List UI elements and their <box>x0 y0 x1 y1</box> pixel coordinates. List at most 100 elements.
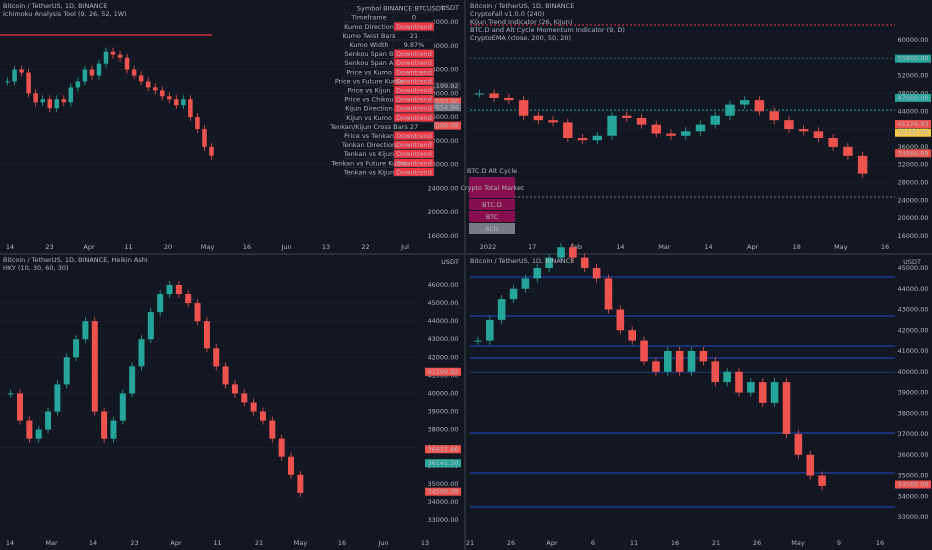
table-cell <box>344 94 394 104</box>
x-tick-label: 11 <box>213 539 221 547</box>
table-cell <box>344 140 394 150</box>
table-cell <box>393 31 435 40</box>
y-tick-label: 45000.00 <box>897 264 928 272</box>
table-value: Downtrend <box>396 159 432 167</box>
y-tick-label: 52000.00 <box>427 18 458 26</box>
table-cell <box>344 158 394 168</box>
x-tick-label: 14 <box>6 243 14 251</box>
price-tag-label: 36141.50 <box>427 459 458 467</box>
price-tag <box>895 93 931 102</box>
table-cell <box>393 22 435 31</box>
candle <box>735 371 743 393</box>
price-tag-label: 37654.94 <box>427 103 458 111</box>
candle <box>747 382 755 393</box>
table-value: Downtrend <box>396 50 432 58</box>
x-tick-label: 13 <box>421 539 429 547</box>
candle <box>54 384 61 412</box>
x-tick-label: 14 <box>6 539 14 547</box>
price-tag <box>895 149 931 158</box>
x-tick-label: Apr <box>747 243 759 251</box>
candle <box>110 51 116 55</box>
y-tick-label: 42000.00 <box>897 326 928 334</box>
table-value: 21 <box>410 32 418 40</box>
candle <box>497 299 506 320</box>
price-tag-label: 41199.92 <box>427 82 458 90</box>
candle <box>710 115 720 125</box>
y-tick-label: 24000.00 <box>427 184 458 192</box>
candle <box>159 90 165 97</box>
y-tick-label: 36000.00 <box>897 451 928 459</box>
table-label: Kumo Twist Bars <box>343 32 397 40</box>
candle <box>754 100 765 112</box>
x-tick-label: 18 <box>793 243 801 251</box>
candle <box>40 99 45 103</box>
candle <box>61 99 67 103</box>
candle <box>622 115 632 118</box>
price-tag-label: 41199.92 <box>427 368 458 376</box>
candle <box>110 420 117 439</box>
candle <box>533 268 542 279</box>
candle <box>509 288 518 300</box>
y-tick-label: 34000.00 <box>427 498 458 506</box>
table-cell <box>393 40 435 50</box>
candle <box>604 278 613 310</box>
table-cell <box>393 103 435 113</box>
table-value: Downtrend <box>396 141 432 149</box>
candle <box>577 138 588 141</box>
candle <box>607 115 617 136</box>
y-tick-label: 39000.00 <box>897 389 928 397</box>
candle <box>138 339 145 367</box>
x-tick-label: Jun <box>280 243 291 251</box>
price-tag-label: 34566.09 <box>897 149 928 157</box>
candle <box>202 129 207 147</box>
candle <box>124 57 130 70</box>
price-tag <box>895 128 931 137</box>
price-tag-label: 34566.09 <box>427 122 458 130</box>
candle <box>687 351 696 372</box>
candle <box>174 99 179 106</box>
candle <box>119 393 126 421</box>
x-tick-label: 9 <box>837 539 841 547</box>
legend-text: HKY (10, 30, 60, 30) <box>3 264 69 272</box>
y-tick-label: 20000.00 <box>897 214 928 222</box>
price-tag-label: 55800.00 <box>897 55 928 63</box>
candle <box>250 402 257 412</box>
candle <box>640 340 648 362</box>
table-value: Downtrend <box>396 114 432 122</box>
candle <box>68 87 74 103</box>
table-cell <box>344 12 394 22</box>
table-cell <box>344 22 394 31</box>
candle <box>269 420 276 439</box>
candle <box>175 285 182 295</box>
table-cell <box>344 31 394 40</box>
table-value: Downtrend <box>396 59 432 67</box>
y-tick-label: 35000.00 <box>427 480 458 488</box>
y-tick-label: 32000.00 <box>897 161 928 169</box>
candle <box>652 361 660 372</box>
x-tick-label: Mar <box>658 243 671 251</box>
candle <box>592 268 601 279</box>
overlay-box <box>469 177 515 198</box>
legend-text: Bitcoin / TetherUS, 1D, BINANCE <box>470 2 574 10</box>
y-tick-label: 42000.00 <box>427 353 458 361</box>
candle <box>17 393 24 421</box>
candle <box>818 475 826 486</box>
overlay-box <box>469 199 515 210</box>
candle <box>636 117 647 125</box>
axis-unit: USDT <box>441 4 459 12</box>
candle <box>557 247 565 258</box>
candle <box>287 456 294 475</box>
price-tag <box>895 480 931 489</box>
y-tick-label: 43000.00 <box>897 306 928 314</box>
price-tag <box>895 120 931 129</box>
y-tick-label: 43000.00 <box>427 335 458 343</box>
table-value: 27 <box>410 123 418 131</box>
candle <box>695 124 706 132</box>
candle <box>26 420 33 439</box>
candle <box>569 247 577 258</box>
candle <box>82 321 89 340</box>
candle <box>117 54 123 58</box>
table-value: Downtrend <box>396 77 432 85</box>
table-value: Downtrend <box>396 23 432 31</box>
candle <box>798 129 809 132</box>
